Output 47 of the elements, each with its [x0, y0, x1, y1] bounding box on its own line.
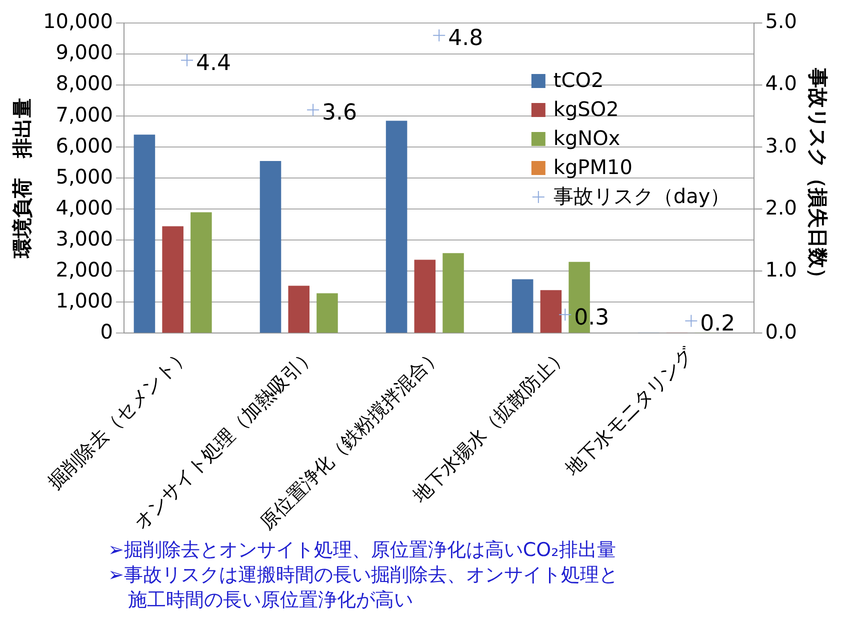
data-label: 4.8 — [448, 26, 484, 52]
y2-tick-label: 4.0 — [765, 71, 798, 96]
legend-label: 事故リスク（day） — [553, 184, 730, 208]
point — [558, 308, 572, 322]
y2-tick-label: 0.0 — [765, 319, 798, 344]
y2-axis-title: 事故リスク（損失日数） — [806, 67, 830, 288]
y-tick-label: 0 — [100, 319, 113, 344]
legend-label: kgPM10 — [553, 155, 632, 180]
bar — [540, 290, 562, 333]
y-tick-label: 10,000 — [42, 9, 113, 34]
y-tick-label: 7,000 — [56, 102, 113, 126]
bar — [190, 212, 212, 333]
y-tick-label: 8,000 — [56, 71, 113, 96]
bar — [316, 293, 338, 333]
legend-label: kgSO2 — [553, 97, 619, 122]
text: ➢事故リスクは運搬時間の長い掘削除去、オンサイト処理と施工時間の長い原位置浄化が高い — [108, 563, 619, 613]
y2-tick-label: 1.0 — [765, 257, 798, 282]
data-label: 4.4 — [196, 50, 231, 76]
y-tick-label: 3,000 — [56, 226, 113, 250]
y-tick-label: 1,000 — [56, 288, 113, 312]
y-tick-label: 5,000 — [56, 164, 113, 188]
point — [306, 103, 320, 116]
y2-tick-label: 2.0 — [765, 195, 798, 220]
bar — [414, 260, 436, 333]
bar — [260, 161, 282, 333]
bar — [512, 279, 534, 333]
y-tick-label: 6,000 — [56, 133, 113, 158]
bar — [288, 286, 310, 333]
bar — [442, 253, 464, 333]
bar — [134, 134, 156, 333]
bar — [162, 226, 184, 333]
bar — [386, 120, 408, 333]
y-tick-label: 9,000 — [56, 40, 113, 64]
y2-tick-label: 5.0 — [765, 9, 798, 34]
y-tick-label: 2,000 — [56, 257, 113, 282]
point — [684, 314, 698, 328]
data-label: 0.2 — [700, 312, 736, 337]
point — [432, 28, 446, 42]
text: ➢掘削除去とオンサイト処理、原位置浄化は高いCO₂排出量 — [108, 538, 617, 563]
y-tick-label: 4,000 — [56, 195, 113, 220]
y2-tick-label: 3.0 — [765, 133, 798, 158]
x-tick-label: 地下水モニタリング — [561, 343, 699, 481]
data-label: 3.6 — [322, 100, 358, 126]
legend-label: kgNOx — [553, 126, 620, 150]
point — [180, 54, 194, 67]
legend-label: tCO2 — [553, 68, 604, 92]
y-axis-title: 環境負荷 排出量 — [10, 98, 34, 260]
